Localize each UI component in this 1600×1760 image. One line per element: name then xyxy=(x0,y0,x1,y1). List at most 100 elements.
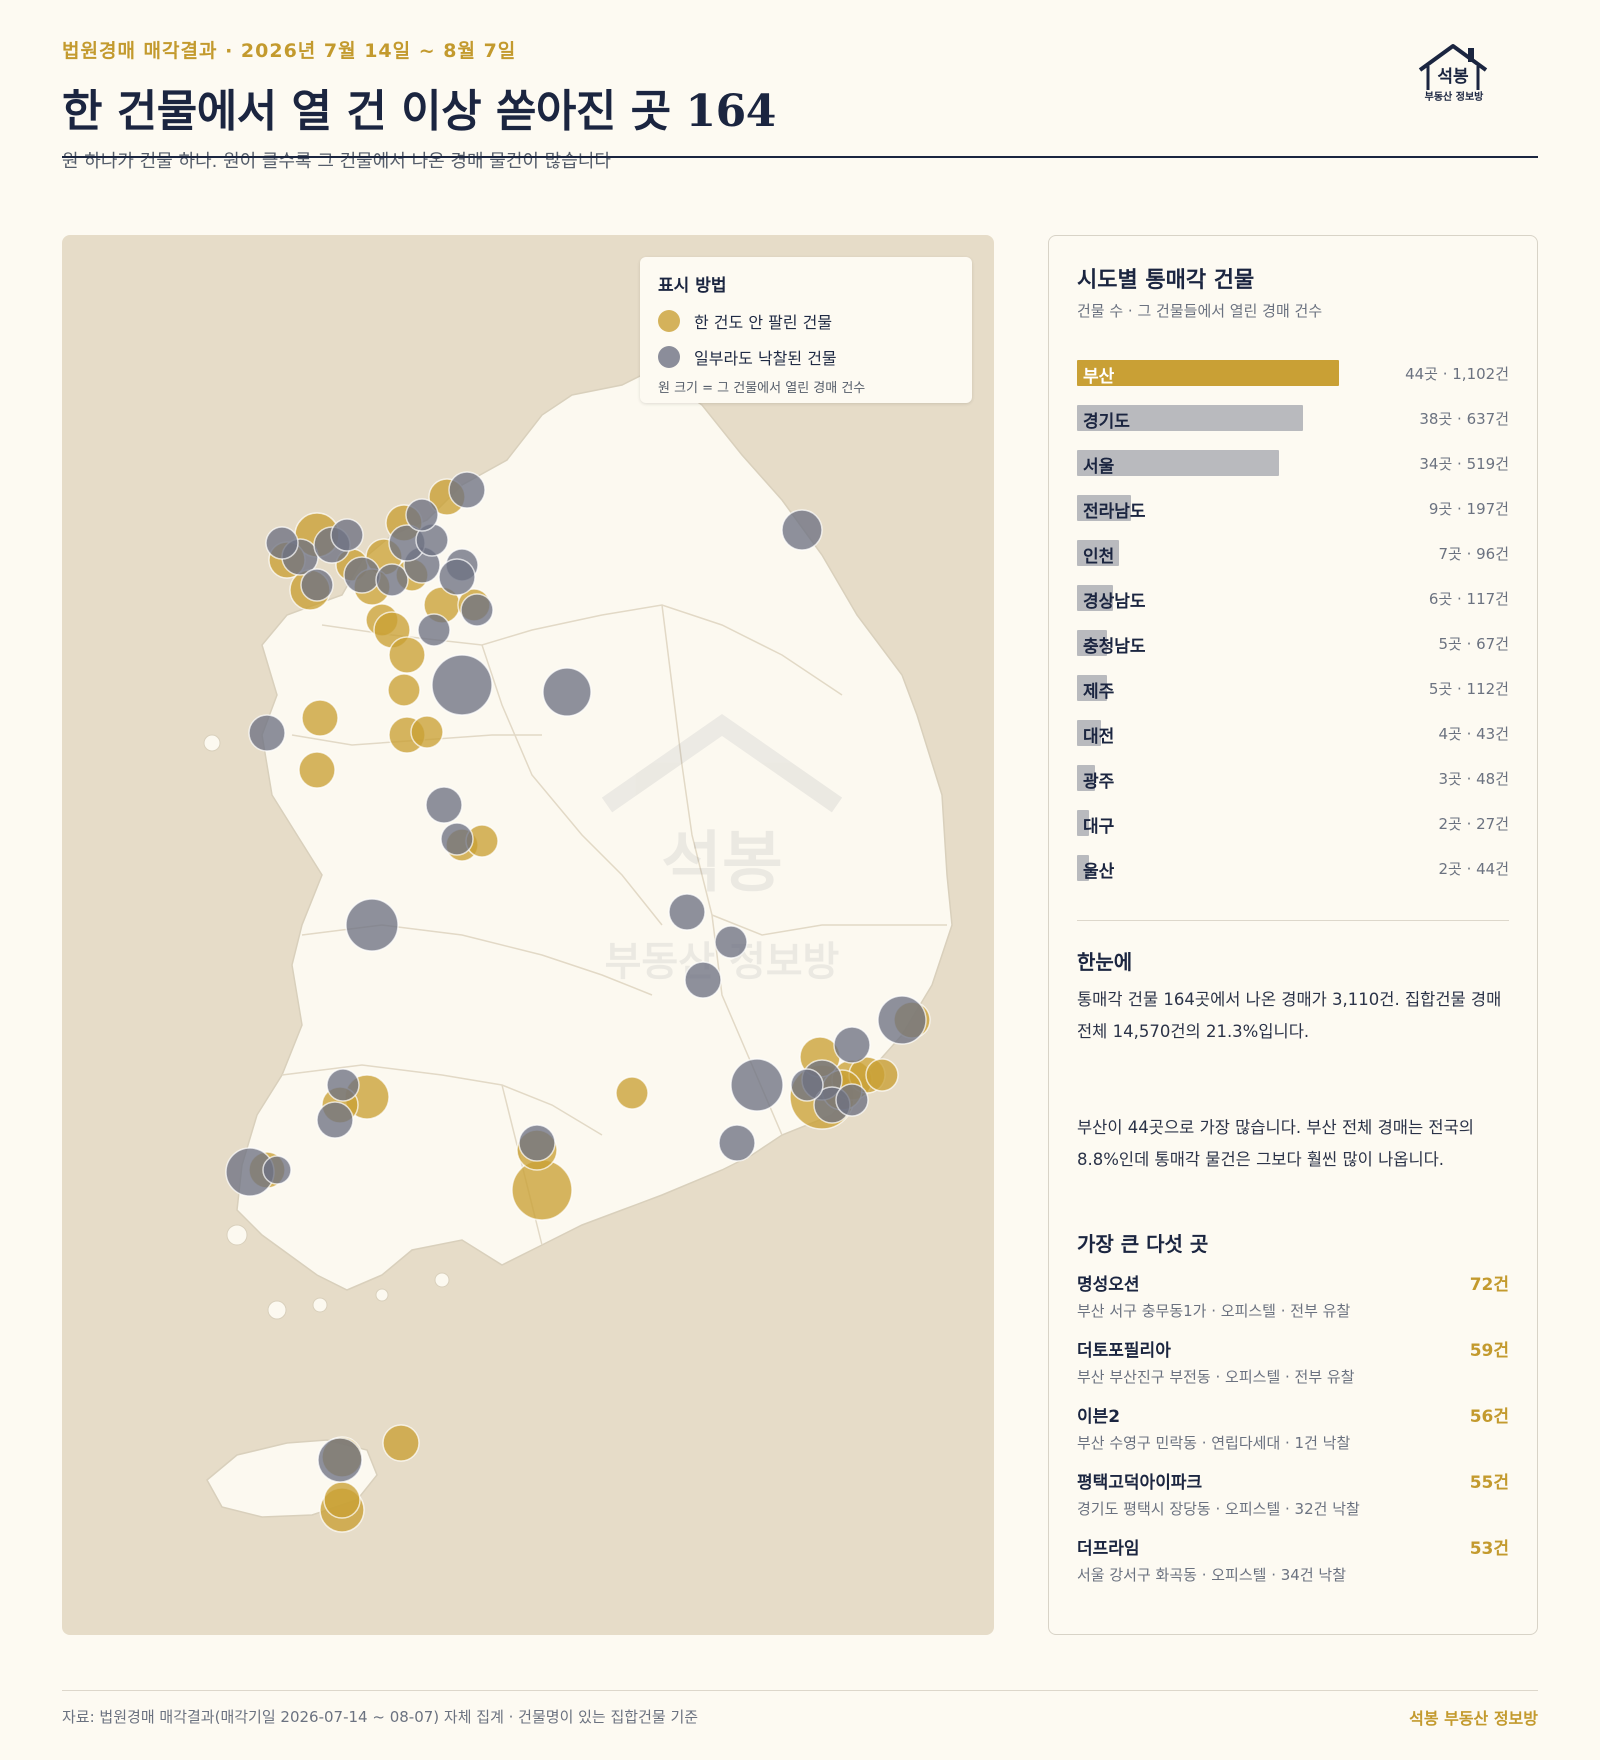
marker-unsold xyxy=(615,1076,649,1110)
kicker: 법원경매 매각결과 · 2026년 7월 14일 ~ 8월 7일 xyxy=(62,40,517,62)
region-name: 울산 xyxy=(1083,862,1115,882)
region-row: 경기도 38곳 · 637건 xyxy=(1077,403,1509,432)
region-value: 44곳 · 1,102건 xyxy=(1405,365,1509,383)
region-name: 광주 xyxy=(1083,772,1115,792)
marker-partly xyxy=(518,1124,556,1162)
region-bar xyxy=(1077,450,1279,476)
region-row: 부산 44곳 · 1,102건 xyxy=(1077,358,1509,387)
header-rule xyxy=(62,156,1538,158)
footer-source: 자료: 법원경매 매각결과(매각기일 2026-07-14 ~ 08-07) 자… xyxy=(62,1708,699,1726)
top5-item: 더프라임 53건 서울 강서구 화곡동 · 오피스텔 · 34건 낙찰 xyxy=(1077,1534,1509,1590)
region-bar xyxy=(1077,405,1303,431)
region-bar xyxy=(1077,540,1119,566)
marker-partly xyxy=(330,518,364,552)
marker-partly xyxy=(265,526,299,560)
legend-label-unsold: 한 건도 안 팔린 건물 xyxy=(694,313,833,332)
marker-partly xyxy=(405,498,439,532)
top5-name: 더프라임 xyxy=(1077,1539,1140,1559)
region-value: 5곳 · 112건 xyxy=(1428,680,1509,698)
region-name: 충청남도 xyxy=(1083,637,1146,657)
region-value: 34곳 · 519건 xyxy=(1419,455,1509,473)
korea-mainland xyxy=(236,369,953,1291)
logo-sub: 부동산 정보방 xyxy=(1424,92,1484,103)
header: 법원경매 매각결과 · 2026년 7월 14일 ~ 8월 7일 한 건물에서 … xyxy=(62,36,1538,173)
legend-row-unsold: 한 건도 안 팔린 건물 xyxy=(658,309,832,333)
markers-partly-sold xyxy=(225,471,927,1483)
marker-partly xyxy=(718,1124,756,1162)
marker-unsold xyxy=(388,636,426,674)
region-value: 6곳 · 117건 xyxy=(1428,590,1509,608)
page-subtitle: 원 하나가 건물 하나. 원이 클수록 그 건물에서 나온 경매 물건이 많습니… xyxy=(62,151,611,172)
region-name: 전라남도 xyxy=(1083,502,1146,522)
region-row: 서울 34곳 · 519건 xyxy=(1077,448,1509,477)
marker-partly xyxy=(714,925,748,959)
marker-partly xyxy=(326,1068,360,1102)
marker-partly xyxy=(345,898,399,952)
side-title: 시도별 통매각 건물 xyxy=(1077,267,1255,293)
region-name: 제주 xyxy=(1083,682,1115,702)
summary-paragraph-2: 부산이 44곳으로 가장 많습니다. 부산 전체 경매는 전국의 8.8%인데 … xyxy=(1077,1118,1474,1169)
top5-detail: 서울 강서구 화곡동 · 오피스텔 · 34건 낙찰 xyxy=(1077,1566,1347,1584)
marker-unsold xyxy=(382,1424,420,1462)
legend-dot-partly xyxy=(658,346,680,368)
region-value: 2곳 · 27건 xyxy=(1438,815,1509,833)
top5-title: 가장 큰 다섯 곳 xyxy=(1077,1232,1209,1256)
marker-partly xyxy=(542,667,592,717)
region-bar xyxy=(1077,855,1089,881)
region-value: 7곳 · 96건 xyxy=(1438,545,1509,563)
region-bar xyxy=(1077,720,1101,746)
marker-partly xyxy=(833,1026,871,1064)
region-name: 인천 xyxy=(1083,547,1115,567)
house-logo-icon: 석봉 xyxy=(1418,44,1488,90)
marker-partly xyxy=(440,822,474,856)
marker-partly xyxy=(790,1068,824,1102)
region-name: 대구 xyxy=(1083,817,1115,837)
region-row: 제주 5곳 · 112건 xyxy=(1077,673,1509,702)
region-name: 대전 xyxy=(1083,727,1115,747)
marker-partly xyxy=(877,995,927,1045)
marker-partly xyxy=(343,556,381,594)
region-value: 2곳 · 44건 xyxy=(1438,860,1509,878)
side-subtitle: 건물 수 · 그 건물들에서 열린 경매 건수 xyxy=(1077,302,1323,320)
region-row: 인천 7곳 · 96건 xyxy=(1077,538,1509,567)
legend-note: 원 크기 = 그 건물에서 열린 경매 건수 xyxy=(658,381,866,396)
watermark-line1: 석봉 xyxy=(661,823,782,901)
marker-partly xyxy=(460,593,494,627)
region-value: 9곳 · 197건 xyxy=(1428,500,1509,518)
side-divider xyxy=(1077,920,1509,921)
marker-partly xyxy=(438,558,476,596)
region-value: 5곳 · 67건 xyxy=(1438,635,1509,653)
legend-title: 표시 방법 xyxy=(658,276,727,296)
region-name: 경상남도 xyxy=(1083,592,1146,612)
marker-partly xyxy=(684,961,722,999)
region-row: 광주 3곳 · 48건 xyxy=(1077,763,1509,792)
region-value: 4곳 · 43건 xyxy=(1438,725,1509,743)
marker-partly xyxy=(431,654,493,716)
region-bar xyxy=(1077,360,1339,386)
legend-row-partly: 일부라도 낙찰된 건물 xyxy=(658,345,837,369)
region-row: 경상남도 6곳 · 117건 xyxy=(1077,583,1509,612)
legend-dot-unsold xyxy=(658,310,680,332)
marker-unsold xyxy=(323,1481,361,1519)
region-name: 서울 xyxy=(1083,457,1115,477)
top5-count: 59건 xyxy=(1469,1341,1509,1361)
top5-name: 평택고덕아이파크 xyxy=(1077,1473,1203,1493)
page-title: 한 건물에서 열 건 이상 쏟아진 곳 164 xyxy=(62,86,776,137)
map-panel: 석봉 부동산 정보방 xyxy=(62,235,994,1635)
marker-partly xyxy=(417,613,451,647)
logo-main: 석봉 xyxy=(1437,67,1469,87)
marker-partly xyxy=(425,786,463,824)
marker-partly xyxy=(668,893,706,931)
marker-partly xyxy=(781,509,823,551)
top5-count: 53건 xyxy=(1469,1539,1509,1559)
region-row: 전라남도 9곳 · 197건 xyxy=(1077,493,1509,522)
side-panel: 시도별 통매각 건물 건물 수 · 그 건물들에서 열린 경매 건수 부산 44곳… xyxy=(1048,235,1538,1635)
region-value: 38곳 · 637건 xyxy=(1419,410,1509,428)
region-row: 울산 2곳 · 44건 xyxy=(1077,853,1509,882)
region-bar xyxy=(1077,810,1089,836)
top5-detail: 부산 부산진구 부전동 · 오피스텔 · 전부 유찰 xyxy=(1077,1368,1355,1386)
summary-paragraph-1: 통매각 건물 164곳에서 나온 경매가 3,110건. 집합건물 경매 전체 … xyxy=(1077,990,1502,1041)
marker-partly xyxy=(316,1101,354,1139)
region-bar xyxy=(1077,765,1095,791)
marker-partly xyxy=(262,1155,292,1185)
